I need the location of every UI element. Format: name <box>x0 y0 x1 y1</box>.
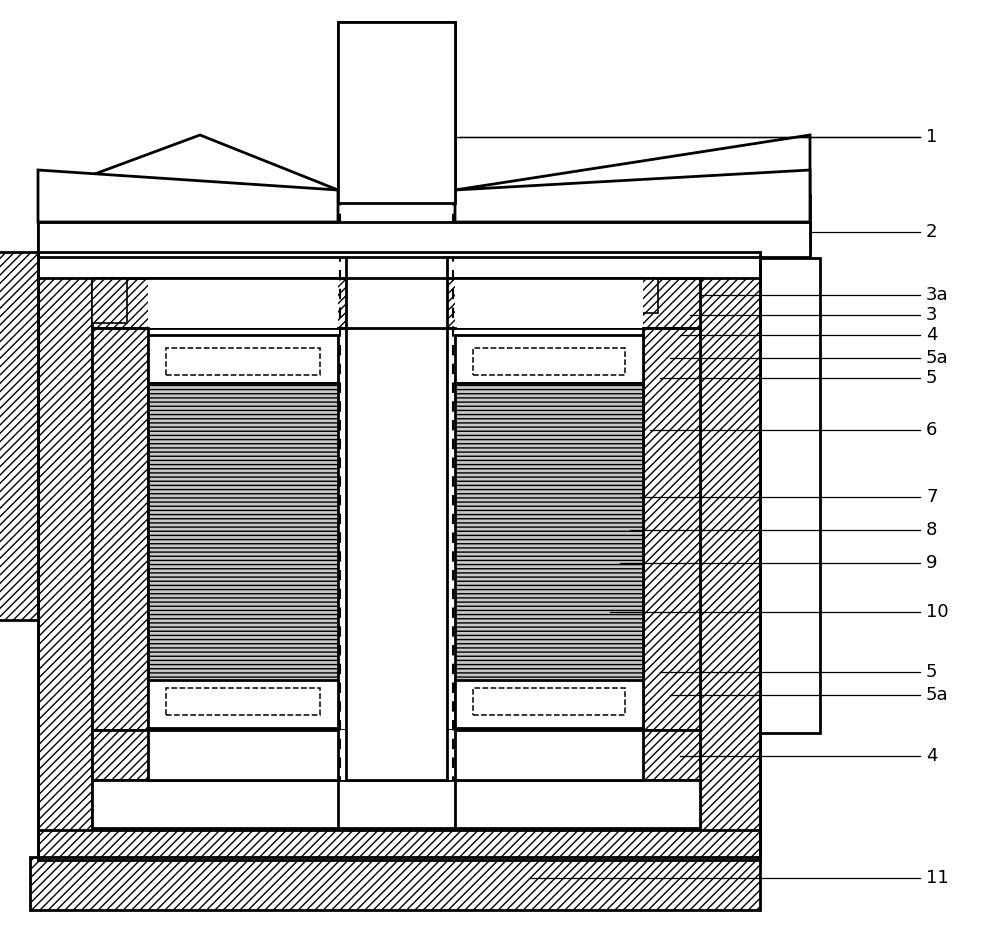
Bar <box>148 335 338 383</box>
Bar <box>760 258 820 733</box>
Bar <box>38 278 92 860</box>
Bar <box>148 730 338 780</box>
Bar <box>455 335 643 383</box>
Bar <box>643 328 700 730</box>
Text: 4: 4 <box>926 326 938 344</box>
Bar <box>338 22 455 190</box>
Bar <box>455 680 643 728</box>
Polygon shape <box>38 170 338 222</box>
Polygon shape <box>455 170 810 222</box>
Bar <box>38 195 810 252</box>
Bar <box>148 730 643 780</box>
Bar <box>473 688 625 715</box>
Bar <box>92 780 700 828</box>
Bar <box>38 830 760 860</box>
Polygon shape <box>455 135 810 195</box>
Bar <box>30 857 760 910</box>
Text: 1: 1 <box>926 128 937 146</box>
Text: 2: 2 <box>926 223 938 241</box>
Text: 3: 3 <box>926 306 938 324</box>
Bar <box>473 348 625 375</box>
Text: 5: 5 <box>926 663 938 681</box>
Text: 4: 4 <box>926 747 938 765</box>
Bar <box>455 278 643 328</box>
Bar <box>166 688 320 715</box>
Bar <box>92 278 127 323</box>
Bar <box>92 730 700 780</box>
Bar <box>38 222 810 257</box>
Polygon shape <box>0 252 38 620</box>
Text: 9: 9 <box>926 554 938 572</box>
Bar <box>455 730 643 780</box>
Bar <box>148 278 338 328</box>
Text: 5a: 5a <box>926 686 949 704</box>
Bar <box>608 278 658 313</box>
Text: 5: 5 <box>926 369 938 387</box>
Text: 3a: 3a <box>926 286 949 304</box>
Bar <box>338 22 455 203</box>
Bar <box>455 380 643 730</box>
Bar <box>166 348 320 375</box>
Bar <box>92 328 148 730</box>
Text: 5a: 5a <box>926 349 949 367</box>
Text: 7: 7 <box>926 488 938 506</box>
Bar <box>148 380 338 730</box>
Text: 6: 6 <box>926 421 937 439</box>
Polygon shape <box>338 22 455 205</box>
Bar <box>92 278 700 328</box>
Polygon shape <box>38 135 338 195</box>
Bar <box>148 680 338 728</box>
Text: 10: 10 <box>926 603 949 621</box>
Text: 8: 8 <box>926 521 937 539</box>
Bar <box>346 252 447 780</box>
Text: 11: 11 <box>926 869 949 887</box>
Bar <box>700 278 760 860</box>
